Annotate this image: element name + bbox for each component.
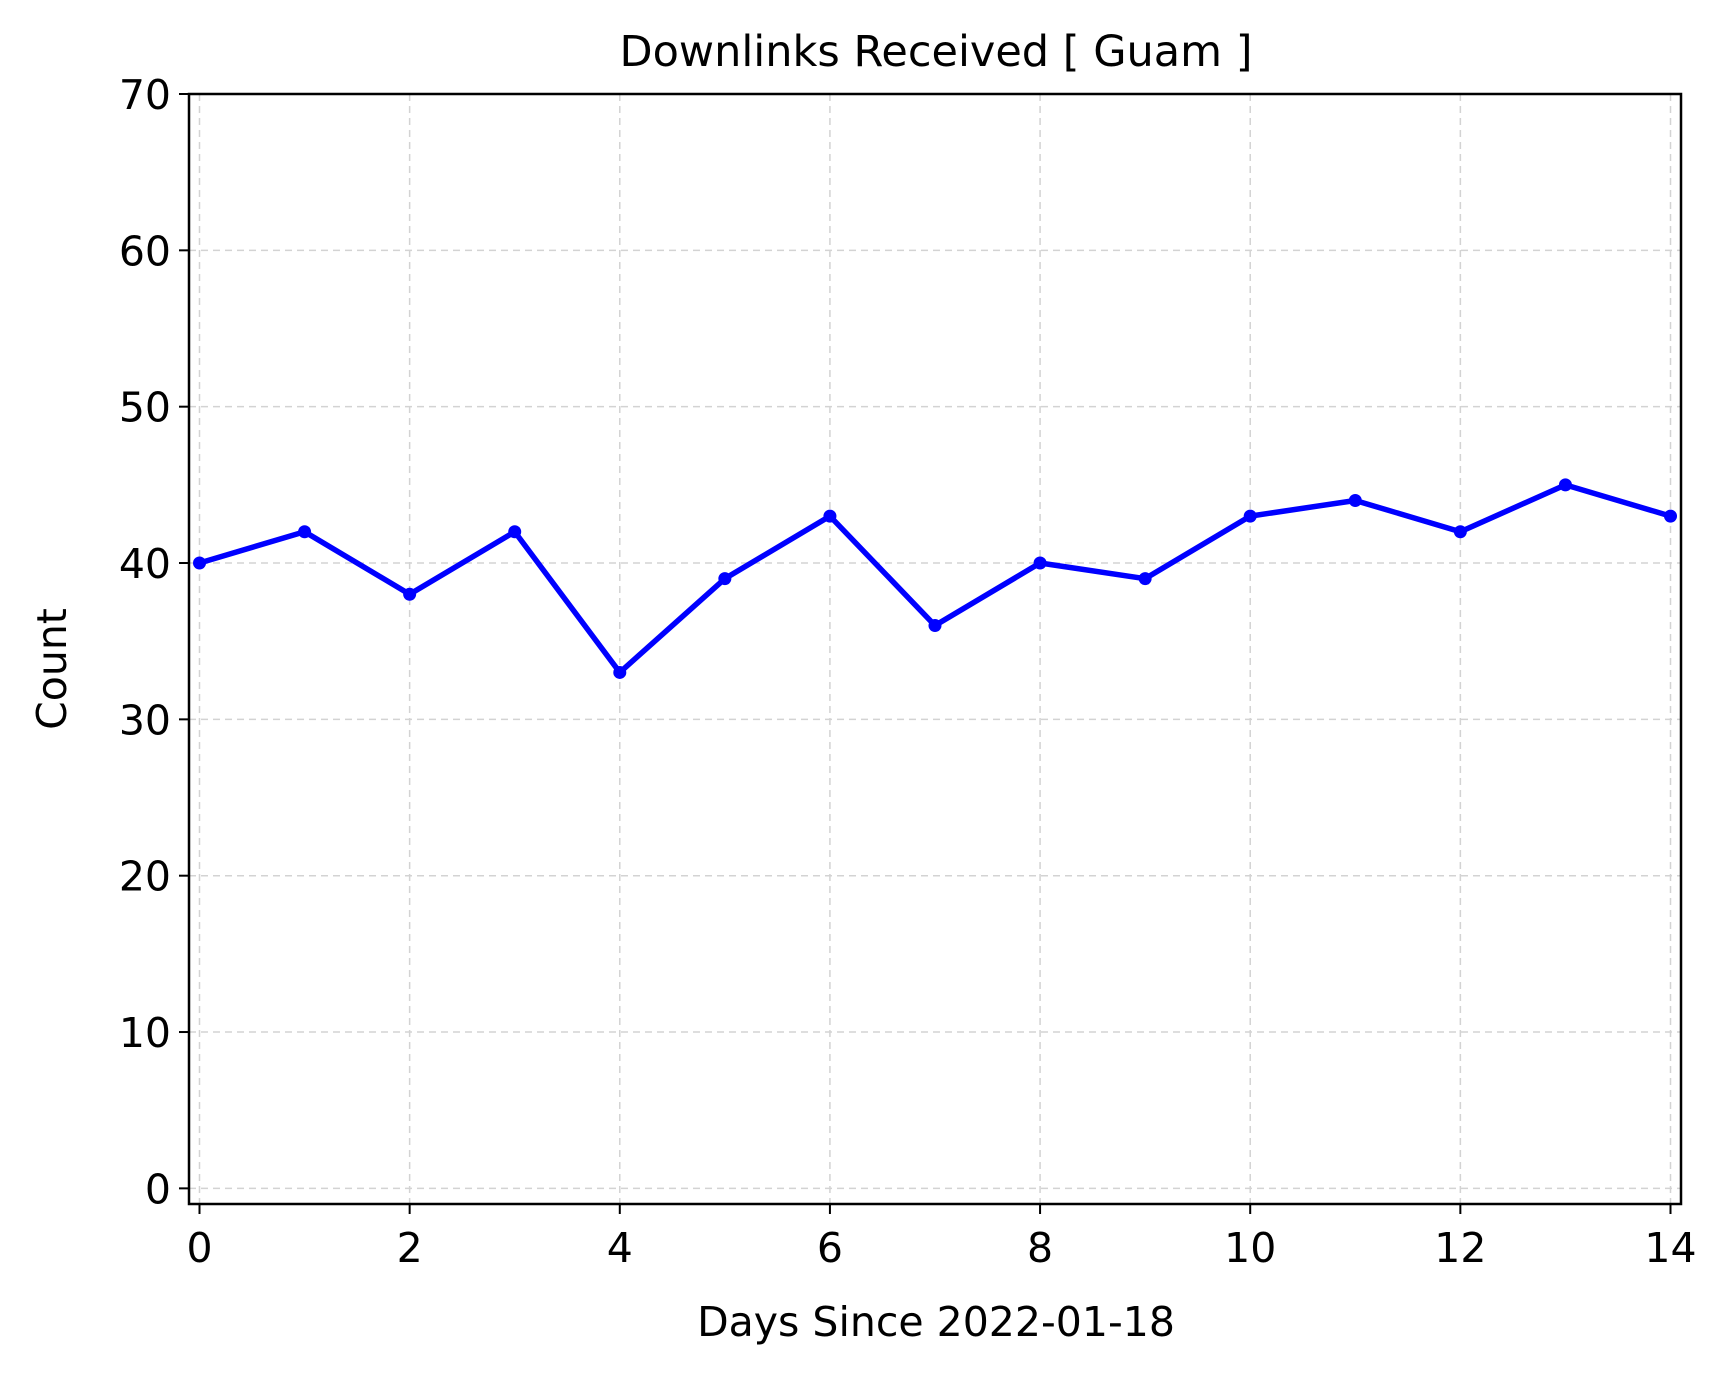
y-tick-label: 70	[119, 71, 171, 119]
data-series	[193, 478, 1677, 679]
plot-frame	[187, 92, 1683, 1206]
y-tick-label: 0	[145, 1165, 171, 1213]
data-point	[193, 556, 207, 570]
y-tick-label: 60	[119, 227, 171, 275]
data-point	[718, 572, 732, 586]
x-tick-label: 14	[1644, 1224, 1696, 1272]
y-tick-label: 50	[119, 384, 171, 432]
data-point	[1243, 509, 1257, 523]
data-point	[1453, 525, 1467, 539]
data-point	[298, 525, 312, 539]
data-point	[1033, 556, 1047, 570]
axis-ticks	[179, 93, 1672, 1214]
y-tick-label: 40	[119, 540, 171, 588]
data-point	[403, 587, 417, 601]
x-tick-label: 0	[186, 1224, 212, 1272]
y-axis-label: Count	[28, 608, 76, 730]
tick-labels: 0 2 4 6 8 10 12 14 0 10 20 30 40 50 60 70	[119, 71, 1697, 1272]
series-line	[196, 482, 1674, 676]
y-tick-label: 20	[119, 853, 171, 901]
data-point	[1348, 493, 1362, 507]
y-tick-label: 10	[119, 1009, 171, 1057]
x-tick-label: 2	[397, 1224, 423, 1272]
x-tick-label: 12	[1434, 1224, 1486, 1272]
data-point	[1663, 509, 1677, 523]
grid	[189, 93, 1681, 1204]
x-tick-label: 8	[1027, 1224, 1053, 1272]
x-axis-label: Days Since 2022-01-18	[697, 1298, 1175, 1346]
data-point	[613, 665, 627, 679]
data-point	[1138, 572, 1152, 586]
data-point	[1558, 478, 1572, 492]
chart-title: Downlinks Received [ Guam ]	[620, 27, 1253, 77]
data-point	[928, 619, 942, 633]
data-point	[508, 525, 522, 539]
x-tick-label: 10	[1224, 1224, 1276, 1272]
x-tick-label: 4	[607, 1224, 633, 1272]
x-tick-label: 6	[817, 1224, 843, 1272]
data-point	[823, 509, 837, 523]
y-tick-label: 30	[119, 696, 171, 744]
